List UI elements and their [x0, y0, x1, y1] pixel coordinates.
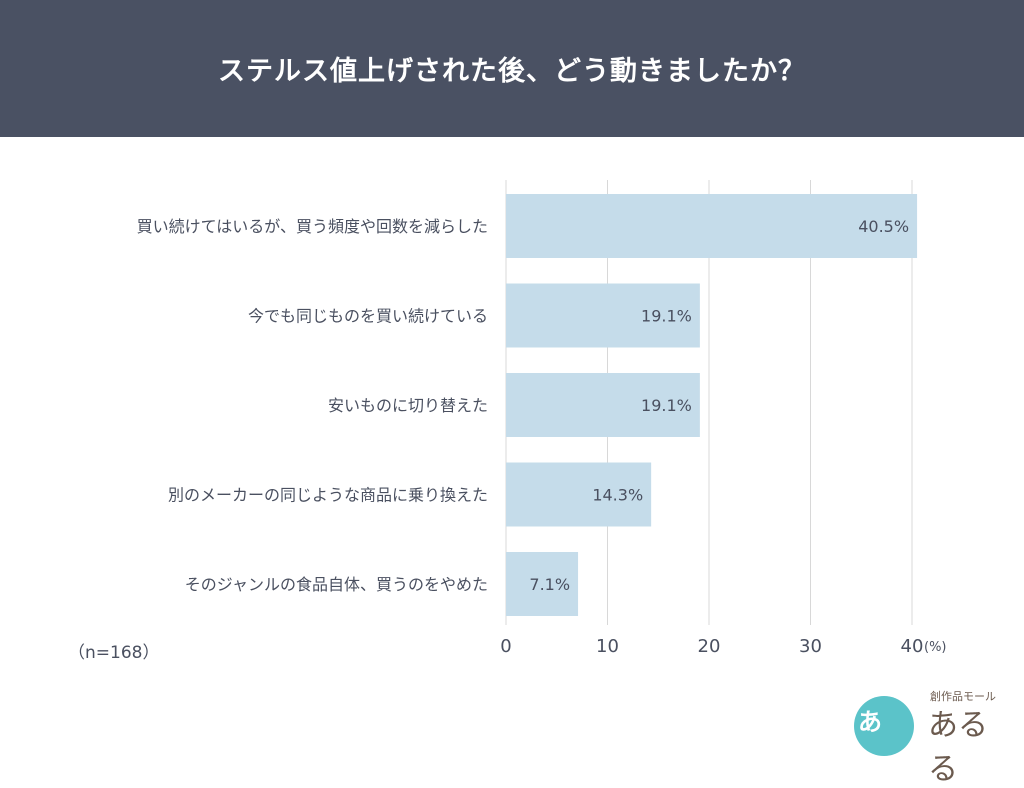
x-tick-label: 30	[799, 636, 822, 657]
logo-circle-icon	[854, 696, 914, 756]
x-tick-label: 0	[500, 636, 511, 657]
x-tick-label: 20	[698, 636, 721, 657]
logo-subtitle: 創作品モール	[930, 690, 996, 703]
data-label: 7.1%	[529, 575, 570, 594]
data-label: 19.1%	[641, 396, 692, 415]
bar	[506, 552, 579, 616]
bar	[506, 462, 652, 527]
sample-size-note: （n=168）	[68, 643, 160, 663]
chart-title: ステルス値上げされた後、どう動きましたか？	[218, 56, 806, 87]
data-label: 19.1%	[641, 307, 692, 326]
category-label: 買い続けてはいるが、買う頻度や回数を減らした	[137, 217, 488, 236]
category-label: そのジャンルの食品自体、買うのをやめた	[185, 575, 488, 594]
bar	[506, 373, 700, 437]
data-label: 40.5%	[858, 217, 909, 236]
data-label: 14.3%	[592, 486, 643, 505]
bar	[506, 283, 700, 348]
x-axis-unit: (%)	[924, 640, 947, 655]
title-banner: ステルス値上げされた後、どう動きましたか？	[0, 0, 1024, 137]
logo-mark: あ	[858, 708, 882, 736]
category-label: 別のメーカーの同じような商品に乗り換えた	[168, 486, 488, 505]
x-tick-label: 10	[596, 636, 619, 657]
brand-logo: あ 創作品モール あるる	[848, 688, 1008, 787]
x-tick-label: 40	[901, 636, 924, 657]
category-label: 安いものに切り替えた	[328, 396, 488, 415]
bar	[506, 194, 918, 258]
logo-wordmark: あるる	[928, 708, 988, 787]
bar-chart: 40.5% 買い続けてはいるが、買う頻度や回数を減らした 19.1% 今でも同じものを…	[137, 180, 947, 657]
category-label: 今でも同じものを買い続けている	[248, 307, 488, 326]
